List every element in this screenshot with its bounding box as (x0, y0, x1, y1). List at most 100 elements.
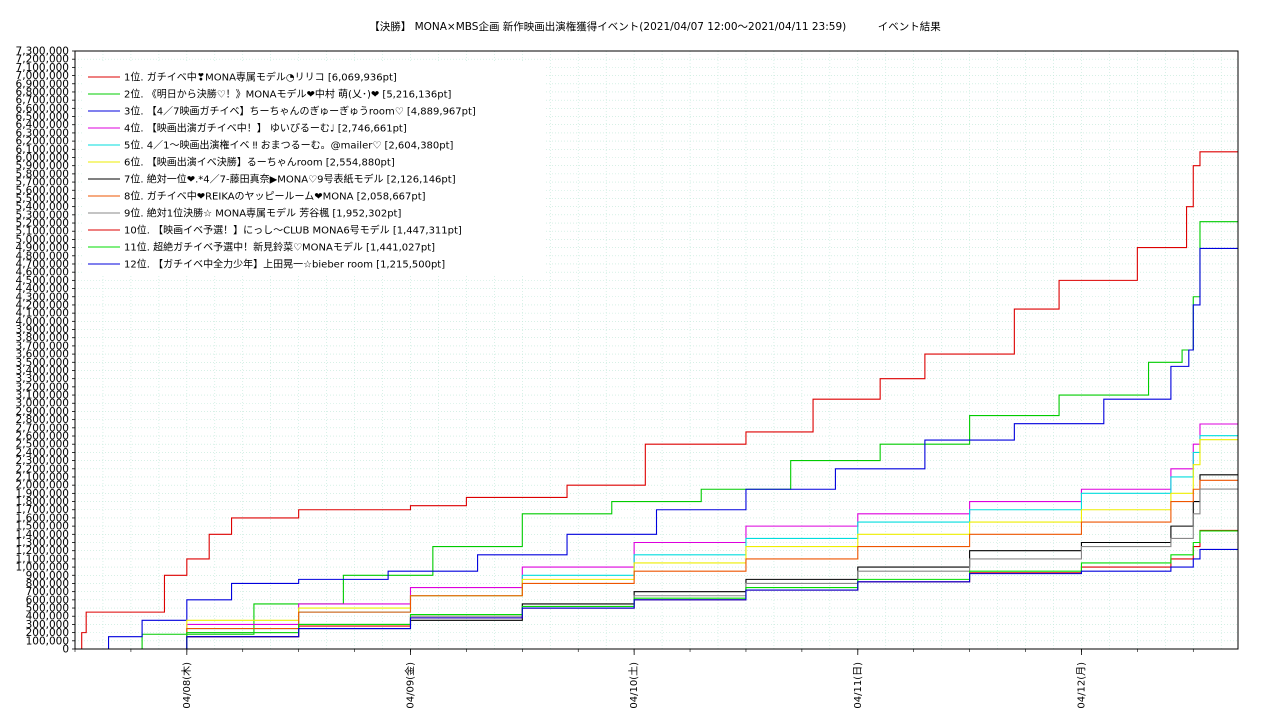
y-tick-label: 1,100,000 (16, 553, 69, 565)
y-tick-label: 3,200,000 (16, 381, 69, 393)
y-tick-label: 500,000 (26, 603, 69, 615)
legend-item: 4位. 【映画出演ガチイベ中！】 ゆいぴるーむ♩ [2,746,661pt] (124, 122, 407, 135)
y-tick-label: 300,000 (26, 619, 69, 631)
y-tick-label: 1,300,000 (16, 537, 69, 549)
chart-title: 【決勝】 MONA×MBS企画 新作映画出演権獲得イベント(2021/04/07… (369, 20, 941, 33)
y-tick-label: 1,000,000 (16, 562, 69, 574)
y-tick-label: 800,000 (26, 578, 69, 590)
y-tick-label: 1,600,000 (16, 512, 69, 524)
y-axis: 0100,000200,000300,000400,000500,000600,… (16, 46, 75, 656)
y-tick-label: 7,300,000 (16, 46, 69, 58)
y-tick-label: 5,300,000 (16, 209, 69, 221)
legend-item: 12位. 【ガチイベ中全力少年】上田晃一☆bieber room [1,215,… (124, 258, 445, 271)
y-tick-label: 4,300,000 (16, 291, 69, 303)
x-tick-label: 04/12(月) (1075, 662, 1087, 709)
y-tick-label: 3,800,000 (16, 332, 69, 344)
y-tick-label: 3,100,000 (16, 390, 69, 402)
y-tick-label: 5,400,000 (16, 201, 69, 213)
y-tick-label: 2,200,000 (16, 463, 69, 475)
legend-item: 2位. 《明日から決勝♡！》MONAモデル❤中村 萌(乂･)❤ [5,216,1… (124, 88, 451, 101)
y-tick-label: 7,000,000 (16, 70, 69, 82)
legend-item: 10位. 【映画イベ予選！】にっし～CLUB MONA6号モデル [1,447,… (124, 224, 462, 237)
y-tick-label: 6,100,000 (16, 144, 69, 156)
y-tick-label: 4,000,000 (16, 316, 69, 328)
y-tick-label: 6,500,000 (16, 111, 69, 123)
y-tick-label: 6,400,000 (16, 119, 69, 131)
series-line-11 (75, 530, 1238, 650)
x-tick-label: 04/11(日) (853, 662, 864, 709)
series-line-10 (75, 529, 1238, 650)
y-tick-label: 4,900,000 (16, 242, 69, 254)
legend-box (82, 62, 544, 276)
legend-item: 9位. 絶対1位決勝☆ MONA専属モデル 芳谷楓 [1,952,302pt] (124, 207, 401, 220)
y-tick-label: 5,000,000 (16, 234, 69, 246)
y-tick-label: 1,700,000 (16, 504, 69, 516)
series-line-8 (75, 479, 1238, 650)
y-tick-label: 2,600,000 (16, 431, 69, 443)
y-tick-label: 7,200,000 (16, 54, 69, 66)
y-tick-label: 3,300,000 (16, 373, 69, 385)
y-tick-label: 900,000 (26, 570, 69, 582)
legend-item: 6位. 【映画出演イベ決勝】るーちゃんroom [2,554,880pt] (124, 156, 395, 169)
y-tick-label: 1,200,000 (16, 545, 69, 557)
y-tick-label: 4,400,000 (16, 283, 69, 295)
y-tick-label: 2,400,000 (16, 447, 69, 459)
y-tick-label: 3,500,000 (16, 357, 69, 369)
y-tick-label: 6,900,000 (16, 78, 69, 90)
x-tick-label: 04/10(土) (627, 662, 640, 709)
y-tick-label: 6,300,000 (16, 127, 69, 139)
x-tick-label: 04/09(金) (403, 662, 416, 709)
legend-item: 3位. 【4／7映画ガチイベ】ちーちゃんのぎゅーぎゅうroom♡ [4,889,… (124, 105, 476, 118)
y-tick-label: 2,300,000 (16, 455, 69, 467)
series-line-4 (75, 423, 1238, 650)
series-line-1 (75, 151, 1238, 650)
y-tick-label: 1,500,000 (16, 521, 69, 533)
y-tick-label: 5,700,000 (16, 177, 69, 189)
y-tick-label: 5,900,000 (16, 160, 69, 172)
y-tick-label: 7,100,000 (16, 62, 69, 74)
y-tick-label: 100,000 (26, 635, 69, 647)
legend-item: 5位. 4／1～映画出演権イベ ‼ おまつるーむ。@mailer♡ [2,604… (124, 139, 454, 152)
series-line-6 (75, 439, 1238, 650)
y-tick-label: 6,600,000 (16, 103, 69, 115)
legend: 1位. ガチイベ中❣MONA専属モデル◔リリコ [6,069,936pt] 2位.… (82, 62, 544, 276)
y-tick-label: 6,800,000 (16, 86, 69, 98)
y-tick-label: 5,600,000 (16, 185, 69, 197)
y-tick-label: 1,800,000 (16, 496, 69, 508)
x-tick-label: 04/08(木) (181, 662, 193, 709)
y-tick-label: 6,700,000 (16, 95, 69, 107)
y-tick-label: 4,200,000 (16, 299, 69, 311)
legend-item: 11位. 超絶ガチイベ予選中！新見鈴菜♡MONAモデル [1,441,027pt… (124, 241, 435, 254)
y-tick-label: 3,400,000 (16, 365, 69, 377)
y-tick-label: 2,000,000 (16, 480, 69, 492)
y-tick-label: 400,000 (26, 611, 69, 623)
y-tick-label: 6,000,000 (16, 152, 69, 164)
y-tick-label: 5,200,000 (16, 218, 69, 230)
legend-item: 1位. ガチイベ中❣MONA専属モデル◔リリコ [6,069,936pt] (124, 71, 397, 84)
y-tick-label: 5,100,000 (16, 226, 69, 238)
series-line-12 (75, 548, 1238, 650)
series-line-2 (75, 221, 1238, 650)
x-axis: 04/08(木) 04/09(金) 04/10(土) 04/11(日) 04/12(月) (74, 649, 1194, 709)
legend-item: 7位. 絶対一位❤.*4／7-藤田真奈▶MONA♡9号表紙モデル [2,126,… (124, 173, 456, 186)
y-tick-label: 2,500,000 (16, 439, 69, 451)
y-tick-label: 4,500,000 (16, 275, 69, 287)
y-tick-label: 2,700,000 (16, 422, 69, 434)
y-tick-label: 3,700,000 (16, 340, 69, 352)
y-tick-label: 2,100,000 (16, 471, 69, 483)
y-tick-label: 4,700,000 (16, 258, 69, 270)
y-tick-label: 600,000 (26, 594, 69, 606)
y-tick-label: 4,800,000 (16, 250, 69, 262)
y-tick-label: 0 (62, 644, 69, 656)
series-lines (75, 151, 1238, 650)
series-line-3 (75, 247, 1238, 650)
y-tick-label: 2,900,000 (16, 406, 69, 418)
y-tick-label: 6,200,000 (16, 136, 69, 148)
plot-frame (74, 50, 1239, 650)
y-tick-label: 4,100,000 (16, 308, 69, 320)
y-tick-label: 1,400,000 (16, 529, 69, 541)
y-tick-label: 200,000 (26, 627, 69, 639)
legend-item: 8位. ガチイベ中❤REIKAのヤッピールーム❤MONA [2,058,667p… (124, 190, 426, 203)
y-tick-label: 5,500,000 (16, 193, 69, 205)
